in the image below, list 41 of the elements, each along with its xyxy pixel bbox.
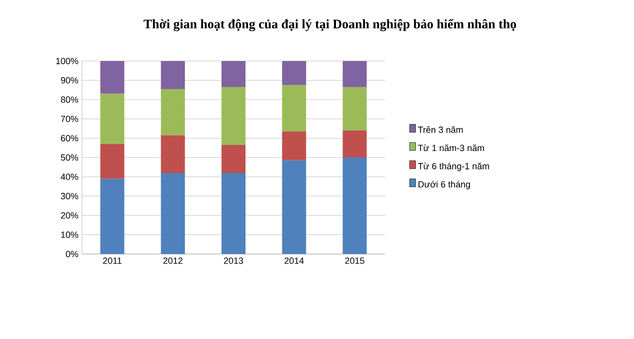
- x-tick-label: 2012: [163, 258, 182, 264]
- bar: [160, 88, 185, 136]
- y-tick-label: 20%: [60, 212, 78, 219]
- bar: [160, 135, 185, 173]
- bar: [100, 61, 124, 94]
- y-tick-label: 80%: [60, 96, 78, 103]
- y-tick-label: 40%: [60, 174, 78, 180]
- bar: [100, 178, 124, 254]
- legend-label: Dưới 6 tháng: [418, 180, 470, 190]
- x-tick-label: 2015: [345, 258, 364, 264]
- y-tick-label: 0%: [66, 250, 78, 258]
- x-tick-label: 2013: [224, 258, 244, 264]
- bar: [100, 94, 124, 144]
- bar: [222, 87, 246, 145]
- bar: [282, 131, 306, 160]
- bar: [342, 130, 367, 158]
- y-tick-label: 90%: [60, 77, 78, 84]
- legend-label: Từ 1 năm-3 năm: [418, 144, 484, 152]
- x-tick-label: 2011: [103, 258, 122, 264]
- bar: [282, 160, 306, 254]
- y-tick-label: 50%: [60, 154, 78, 161]
- bar: [282, 61, 306, 86]
- chart-title: Thời gian hoạt động của đại lý tại Doanh nghiệp bảo hiểm nhân thọ: [144, 18, 516, 32]
- y-tick-label: 100%: [56, 58, 78, 64]
- y-tick-label: 30%: [60, 192, 78, 200]
- bar: [222, 172, 246, 254]
- legend-label: Từ 6 tháng-1 năm: [418, 162, 489, 172]
- bar: [100, 144, 124, 179]
- bar: [282, 85, 306, 132]
- legend-label: Trên 3 năm: [418, 126, 463, 133]
- bar: [342, 87, 367, 130]
- bar: [222, 144, 246, 173]
- bar: [160, 61, 185, 89]
- bar: [342, 61, 367, 88]
- bar: [160, 172, 185, 254]
- x-tick-label: 2014: [284, 258, 304, 264]
- bar: [342, 158, 367, 254]
- y-tick-label: 10%: [61, 232, 78, 238]
- y-tick-label: 70%: [60, 116, 78, 122]
- y-tick-label: 60%: [60, 135, 78, 142]
- bar: [222, 61, 246, 88]
